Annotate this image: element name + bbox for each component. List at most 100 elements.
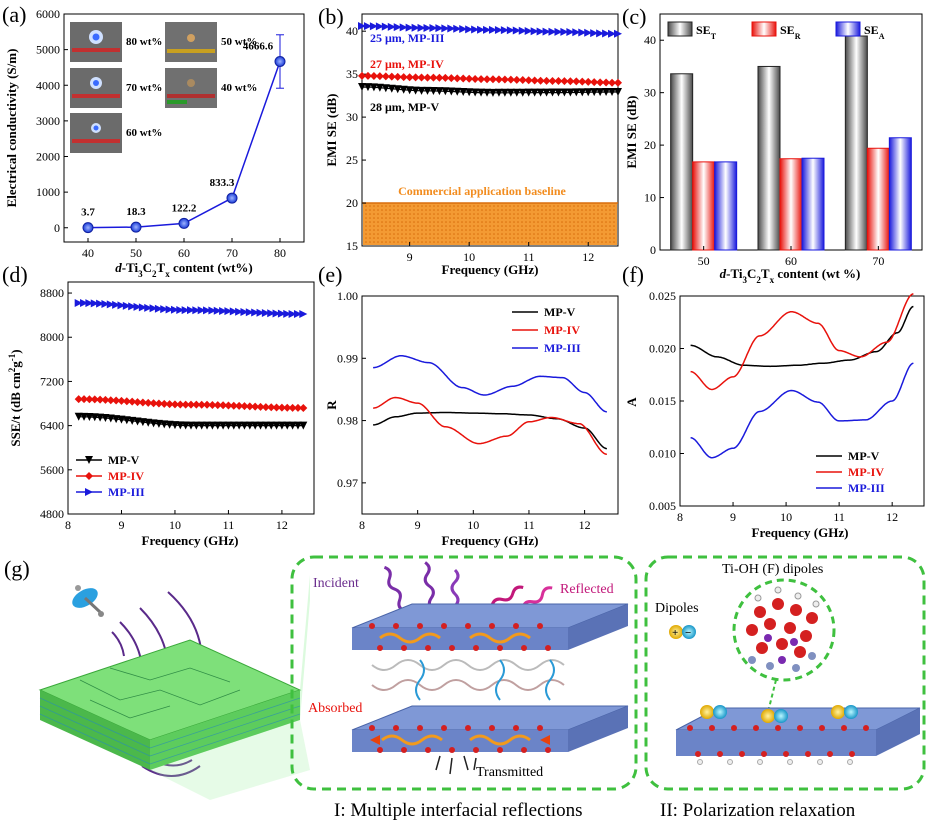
legend-subscript: T	[711, 32, 717, 41]
data-marker	[144, 398, 153, 407]
caption-reflections: I: Multiple interfacial reflections	[334, 800, 582, 821]
data-marker	[542, 76, 551, 85]
data-marker	[106, 300, 115, 309]
data-marker	[375, 22, 384, 31]
dipole-minus-sign: −	[685, 627, 691, 639]
data-point	[226, 192, 238, 204]
x-axis-title-d: Frequency (GHz)	[142, 533, 239, 548]
data-marker	[566, 28, 575, 37]
reflected-label: Reflected	[560, 582, 614, 597]
data-marker	[477, 75, 486, 84]
data-marker	[80, 395, 89, 404]
data-marker	[117, 396, 126, 405]
data-marker	[548, 88, 557, 97]
y-axis-a: 0 1000 2000 3000 4000 5000 6000	[36, 7, 68, 235]
data-marker	[494, 75, 503, 84]
series-a: 3.7 18.3 122.2 833.3 4666.6	[81, 34, 286, 234]
y-tick-label: 6400	[40, 419, 64, 433]
data-marker	[560, 77, 569, 86]
data-marker	[144, 418, 153, 427]
data-marker	[154, 399, 163, 408]
y-tick-label: 0.97	[337, 476, 358, 490]
y-axis-title-a: Electrical conductivity (S/m)	[4, 49, 19, 208]
y-tick-label: 0	[650, 243, 656, 257]
data-marker	[405, 73, 414, 82]
data-marker	[176, 305, 185, 314]
series-line	[373, 411, 607, 450]
absorbed-label: Absorbed	[308, 701, 362, 716]
data-marker	[578, 28, 587, 37]
data-marker	[596, 29, 605, 38]
data-marker	[106, 396, 115, 405]
x-axis-title-e: Frequency (GHz)	[442, 533, 539, 548]
data-marker	[512, 26, 521, 35]
data-marker	[261, 309, 270, 318]
x-tick-label: 50	[698, 254, 710, 268]
data-marker	[578, 88, 587, 97]
data-marker	[363, 22, 372, 31]
data-marker	[447, 87, 456, 96]
data-marker	[187, 306, 195, 315]
data-marker	[170, 305, 179, 314]
x-axis-title-c: d-Ti3C2Tx content (wt %)	[720, 266, 861, 285]
data-marker	[602, 29, 611, 38]
y-tick-label: 20	[644, 138, 656, 152]
baseline-region: Commercial application baseline	[362, 184, 618, 245]
data-label: 4666.6	[243, 41, 274, 53]
data-marker	[554, 88, 563, 97]
x-axis-title-a: d-Ti3C2Tx content (wt%)	[115, 260, 253, 279]
bar	[670, 73, 694, 251]
data-marker	[74, 395, 83, 404]
caption-polarization: II: Polarization relaxation	[660, 800, 856, 821]
data-marker	[293, 403, 302, 412]
data-marker	[596, 78, 605, 87]
panel-e: (e) 0.97 0.98 0.99 1.00 8 9 10 11 12 R Frequenc…	[318, 262, 619, 548]
data-marker	[608, 29, 617, 38]
data-marker	[96, 395, 105, 404]
data-marker	[90, 299, 99, 308]
data-marker	[267, 421, 276, 430]
x-tick-label: 11	[523, 518, 535, 532]
data-marker	[219, 421, 228, 430]
data-marker	[112, 300, 121, 309]
data-marker	[288, 421, 297, 430]
inset-photos: 80 wt% 50 wt% 70 wt% 40 wt% 60 wt%	[70, 22, 257, 153]
data-marker	[518, 76, 527, 85]
x-tick-label: 10	[169, 518, 181, 532]
legend-label: MP-III	[544, 341, 581, 355]
incident-label: Incident	[313, 576, 359, 591]
data-marker	[192, 400, 201, 409]
x-tick-label: 60	[785, 254, 797, 268]
mechanism-box-reflections	[290, 555, 638, 791]
data-marker	[530, 27, 539, 36]
data-point	[130, 221, 142, 233]
legend-c: SET SER SEA	[667, 21, 885, 41]
data-point	[274, 56, 286, 68]
data-marker	[283, 421, 292, 430]
data-marker	[203, 400, 212, 409]
data-marker	[506, 88, 515, 97]
x-tick-label: 60	[178, 246, 190, 260]
legend-subscript: A	[879, 32, 885, 41]
y-tick-label: 40	[644, 33, 656, 47]
data-marker	[471, 25, 480, 34]
data-marker	[101, 414, 110, 423]
data-marker	[506, 26, 515, 35]
y-tick-label: 8000	[40, 330, 64, 344]
data-marker	[483, 88, 492, 97]
series-line	[373, 396, 607, 455]
x-tick-label: 40	[82, 246, 94, 260]
data-marker	[208, 400, 217, 409]
data-marker	[441, 24, 450, 33]
data-marker	[138, 418, 147, 427]
data-marker	[96, 413, 105, 422]
data-marker	[213, 306, 222, 315]
data-marker	[74, 412, 83, 421]
data-marker	[453, 87, 462, 96]
data-marker	[187, 421, 195, 430]
data-marker	[170, 421, 179, 430]
data-marker	[614, 29, 622, 38]
bar	[757, 65, 781, 251]
panel-d: (d) 4800 5600 6400 7200 8000 8800 8 9 10 11 12 SS…	[2, 262, 315, 548]
data-marker	[208, 421, 217, 430]
